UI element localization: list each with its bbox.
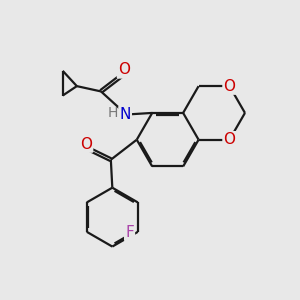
Text: O: O — [80, 136, 92, 152]
Text: H: H — [108, 106, 118, 120]
Text: O: O — [224, 132, 236, 147]
Text: F: F — [125, 225, 134, 240]
Text: O: O — [224, 79, 236, 94]
Text: O: O — [118, 62, 130, 77]
Text: N: N — [119, 107, 131, 122]
